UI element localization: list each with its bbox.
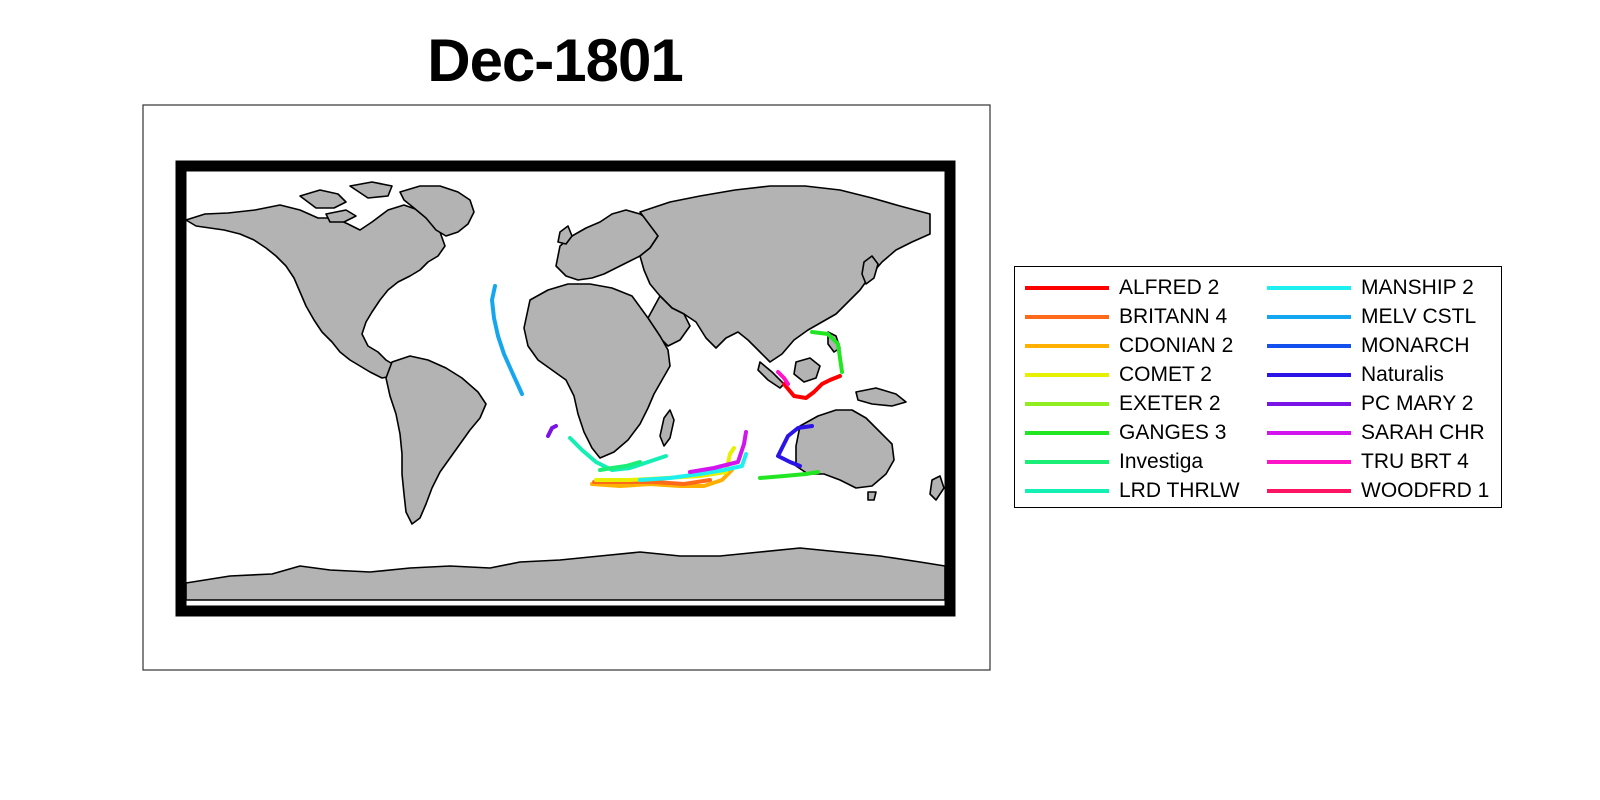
sumatra (757, 361, 785, 389)
south-america (385, 355, 487, 525)
legend-label: ALFRED 2 (1119, 275, 1220, 299)
legend-column-2: MANSHIP 2 MELV CSTL MONARCH Naturalis PC… (1257, 273, 1489, 505)
legend-swatch (1267, 314, 1351, 319)
legend: ALFRED 2 BRITANN 4 CDONIAN 2 COMET 2 EXE… (1014, 266, 1502, 508)
legend-swatch (1267, 343, 1351, 348)
track-cdonian-2 (590, 468, 734, 488)
legend-label: LRD THRLW (1119, 478, 1240, 502)
legend-swatch (1025, 488, 1109, 493)
track-ganges-3 (758, 470, 820, 480)
legend-item: CDONIAN 2 (1015, 331, 1240, 360)
new-zealand (929, 475, 945, 501)
legend-item: BRITANN 4 (1015, 302, 1240, 331)
japan (861, 255, 879, 285)
legend-item: MONARCH (1257, 331, 1489, 360)
legend-label: COMET 2 (1119, 362, 1212, 386)
legend-item: GANGES 3 (1015, 418, 1240, 447)
legend-swatch (1025, 343, 1109, 348)
legend-item: MELV CSTL (1257, 302, 1489, 331)
legend-label: GANGES 3 (1119, 420, 1227, 444)
madagascar (659, 409, 675, 447)
legend-swatch (1267, 459, 1351, 464)
legend-label: MONARCH (1361, 333, 1470, 357)
track-pc-mary-2 (546, 424, 558, 438)
legend-swatch (1025, 459, 1109, 464)
land-masses (185, 181, 946, 601)
north-america (185, 204, 446, 379)
legend-label: Investiga (1119, 449, 1204, 473)
legend-label: MANSHIP 2 (1361, 275, 1474, 299)
legend-swatch (1025, 401, 1109, 406)
legend-swatch (1267, 488, 1351, 493)
legend-swatch (1267, 430, 1351, 435)
legend-label: PC MARY 2 (1361, 391, 1474, 415)
legend-swatch (1267, 372, 1351, 377)
legend-item: SARAH CHR (1257, 418, 1489, 447)
greenland (399, 185, 475, 237)
legend-item: TRU BRT 4 (1257, 447, 1489, 476)
legend-swatch (1025, 430, 1109, 435)
legend-label: EXETER 2 (1119, 391, 1221, 415)
legend-label: TRU BRT 4 (1361, 449, 1469, 473)
legend-swatch (1025, 314, 1109, 319)
legend-label: WOODFRD 1 (1361, 478, 1490, 502)
africa (523, 283, 671, 459)
legend-item: Naturalis (1257, 360, 1489, 389)
arctic-islands (299, 189, 347, 209)
track-exeter-2 (810, 330, 844, 374)
legend-label: Naturalis (1361, 362, 1444, 386)
legend-label: SARAH CHR (1361, 420, 1485, 444)
legend-item: MANSHIP 2 (1257, 273, 1489, 302)
legend-item: WOODFRD 1 (1257, 476, 1489, 505)
legend-item: ALFRED 2 (1015, 273, 1240, 302)
legend-swatch (1267, 285, 1351, 290)
legend-item: Investiga (1015, 447, 1240, 476)
legend-swatch (1025, 372, 1109, 377)
legend-column-1: ALFRED 2 BRITANN 4 CDONIAN 2 COMET 2 EXE… (1015, 273, 1240, 505)
track-alfred-2 (782, 374, 842, 400)
australia (795, 409, 895, 489)
legend-item: PC MARY 2 (1257, 389, 1489, 418)
track-sarah-chr (688, 430, 748, 474)
map-title: Dec-1801 (427, 27, 684, 94)
legend-item: EXETER 2 (1015, 389, 1240, 418)
legend-label: BRITANN 4 (1119, 304, 1228, 328)
track-manship-2 (638, 452, 748, 482)
legend-item: COMET 2 (1015, 360, 1240, 389)
british-isles (557, 225, 573, 245)
legend-swatch (1025, 285, 1109, 290)
track-investiga (598, 460, 642, 472)
borneo (793, 357, 821, 383)
new-guinea (855, 387, 907, 407)
antarctica (185, 547, 946, 601)
legend-item: LRD THRLW (1015, 476, 1240, 505)
legend-swatch (1267, 401, 1351, 406)
ship-tracks (490, 284, 844, 488)
tasmania (867, 491, 877, 501)
track-melv-cstl (490, 284, 524, 396)
track-naturalis (776, 424, 814, 468)
legend-label: MELV CSTL (1361, 304, 1477, 328)
legend-label: CDONIAN 2 (1119, 333, 1234, 357)
track-tru-brt-4 (776, 370, 790, 386)
